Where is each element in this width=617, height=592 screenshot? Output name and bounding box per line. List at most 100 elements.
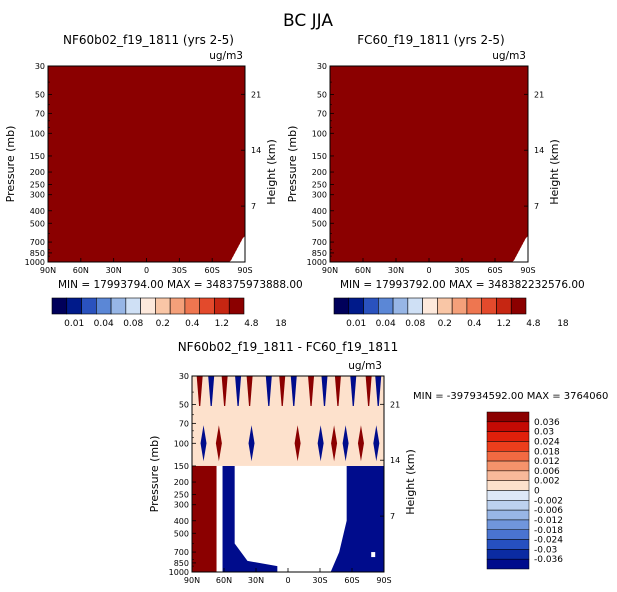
panel-title: NF60b02_f19_1811 - FC60_f19_1811	[178, 340, 399, 354]
panel-title: NF60b02_f19_1811 (yrs 2-5)	[63, 33, 234, 47]
anomaly-streak-upper	[308, 376, 315, 406]
colorbar-swatch	[486, 509, 530, 521]
x-tick-label: 60S	[487, 266, 502, 275]
anomaly-streak-upper	[321, 376, 328, 406]
y-tick-label: 400	[312, 207, 327, 216]
x-tick-label: 0	[285, 576, 290, 585]
anomaly-streak-mid	[215, 425, 222, 462]
colorbar-label: 0.012	[534, 457, 560, 467]
panel-1: NF60b02_f19_1811 (yrs 2-5)ug/m3305070100…	[4, 33, 303, 291]
colorbar-label: 18	[275, 319, 287, 329]
colorbar-label: 0.018	[534, 447, 560, 457]
colorbar-swatch	[486, 490, 530, 501]
y-tick-label: 400	[174, 517, 189, 526]
x-tick-label: 30N	[388, 266, 404, 275]
colorbar-label: -0.018	[534, 526, 563, 536]
colorbar-swatch	[486, 460, 530, 472]
colorbar-swatch	[486, 441, 530, 452]
colorbar-swatch	[422, 297, 438, 315]
panel-2: FC60_f19_1811 (yrs 2-5)ug/m3305070100150…	[286, 33, 585, 291]
y-tick-label: 200	[30, 168, 45, 177]
height-tick-label: 14	[251, 146, 261, 155]
y-tick-label: 500	[312, 219, 327, 228]
northern-negative-band	[222, 465, 278, 572]
colorbar-swatch	[214, 297, 230, 315]
colorbar-swatch	[348, 297, 364, 315]
colorbar-label: -0.036	[534, 555, 563, 565]
colorbar-label: 0.04	[376, 319, 396, 329]
colorbar-swatch	[169, 297, 186, 315]
colorbar-swatch	[51, 297, 68, 315]
colorbar-swatch	[486, 558, 530, 570]
anomaly-streak-upper	[350, 376, 357, 406]
y-tick-label: 700	[312, 238, 327, 247]
colorbar-swatch	[437, 297, 453, 315]
colorbar-label: 1.2	[497, 319, 511, 329]
anomaly-streak-mid	[200, 425, 207, 462]
colorbar-swatch	[363, 297, 379, 315]
colorbar-label: 0.036	[534, 418, 560, 428]
y-axis-label: Pressure (mb)	[286, 126, 299, 203]
colorbar-label: -0.03	[534, 545, 557, 555]
y-tick-label: 250	[174, 491, 189, 500]
y-tick-label: 850	[174, 559, 189, 568]
colorbar-label: 0.08	[123, 319, 143, 329]
y-tick-label: 250	[30, 181, 45, 190]
y-tick-label: 300	[174, 501, 189, 510]
colorbar-swatch	[199, 297, 215, 315]
colorbar-swatch	[466, 297, 482, 315]
y-tick-label: 1000	[307, 258, 327, 267]
colorbar-swatch	[486, 529, 530, 540]
y-tick-label: 100	[174, 439, 189, 448]
colorbar-swatch	[486, 451, 530, 462]
topography-mask	[229, 236, 245, 262]
x-tick-label: 90N	[184, 576, 200, 585]
anomaly-streak-mid	[248, 425, 255, 462]
colorbar-swatch	[486, 470, 530, 481]
anomaly-streak-upper	[290, 376, 297, 406]
colorbar-label: 0.03	[534, 428, 554, 438]
y-tick-label: 850	[30, 249, 45, 258]
southern-negative-block	[330, 465, 384, 572]
panels: NF60b02_f19_1811 (yrs 2-5)ug/m3305070100…	[4, 33, 608, 585]
height-tick-label: 7	[390, 512, 395, 521]
height-tick-label: 7	[534, 202, 539, 211]
x-tick-label: 30S	[454, 266, 469, 275]
anomaly-streak-upper	[365, 376, 372, 406]
anomaly-streak-upper	[208, 376, 215, 406]
anomaly-streak-mid	[317, 425, 324, 462]
y-tick-label: 50	[35, 91, 45, 100]
colorbar-label: 0.4	[185, 319, 200, 329]
x-tick-label: 0	[144, 266, 149, 275]
colorbar-swatch	[486, 431, 530, 442]
colorbar-swatch	[228, 297, 245, 315]
anomaly-streak-mid	[357, 425, 364, 462]
colorbar-swatch	[496, 297, 512, 315]
colorbar-label: 0.04	[94, 319, 114, 329]
colorbar-swatch	[140, 297, 156, 315]
colorbar-label: 0.01	[346, 319, 366, 329]
y-axis-right-label: Height (km)	[404, 449, 417, 515]
y-tick-label: 150	[312, 152, 327, 161]
y-tick-label: 150	[30, 152, 45, 161]
x-tick-label: 30N	[106, 266, 122, 275]
colorbar-label: -0.012	[534, 516, 563, 526]
y-tick-label: 200	[174, 478, 189, 487]
colorbar-swatch	[96, 297, 112, 315]
colorbar-swatch	[333, 297, 350, 315]
colorbar-label: 0.006	[534, 467, 560, 477]
y-tick-label: 100	[312, 129, 327, 138]
y-tick-label: 50	[317, 91, 327, 100]
x-tick-label: 60N	[355, 266, 371, 275]
units-label: ug/m3	[492, 50, 526, 62]
colorbar-swatch	[184, 297, 200, 315]
colorbar-swatch	[110, 297, 127, 315]
colorbar-swatch	[392, 297, 409, 315]
anomaly-streak-mid	[373, 425, 380, 462]
x-tick-label: 30N	[248, 576, 264, 585]
anomaly-streak-mid	[294, 425, 301, 462]
colorbar-label: 4.8	[526, 319, 541, 329]
y-tick-label: 250	[312, 181, 327, 190]
topography-mask	[512, 236, 528, 262]
anomaly-streak-upper	[235, 376, 242, 406]
